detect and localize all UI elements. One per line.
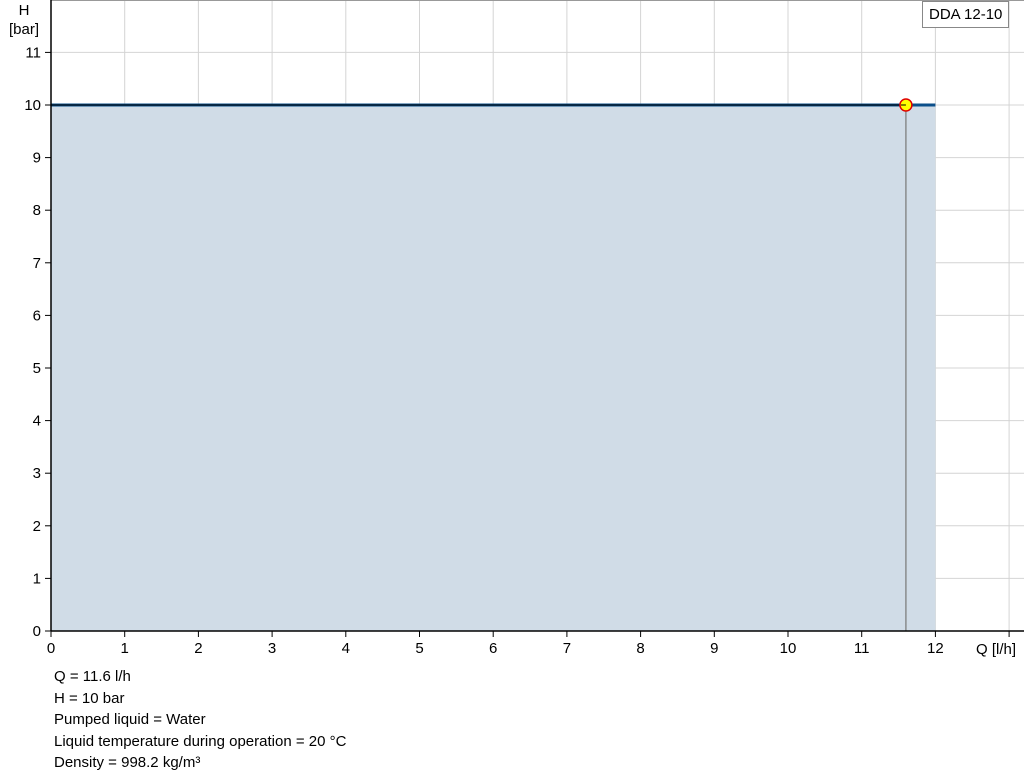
info-density: Density = 998.2 kg/m³ <box>54 754 201 771</box>
x-tick-label: 2 <box>194 640 202 657</box>
y-tick-label: 9 <box>33 150 41 167</box>
x-tick-label: 9 <box>710 640 718 657</box>
x-tick-label: 0 <box>47 640 55 657</box>
x-tick-label: 3 <box>268 640 276 657</box>
x-axis-label: Q [l/h] <box>976 641 1016 658</box>
y-tick-label: 3 <box>33 465 41 482</box>
x-tick-label: 6 <box>489 640 497 657</box>
y-tick-label: 1 <box>33 570 41 587</box>
y-tick-label: 8 <box>33 202 41 219</box>
y-tick-label: 4 <box>33 413 41 430</box>
x-tick-label: 8 <box>636 640 644 657</box>
info-temperature: Liquid temperature during operation = 20… <box>54 732 347 750</box>
y-tick-label: 0 <box>33 623 41 640</box>
y-tick-label: 5 <box>33 360 41 377</box>
y-tick-label: 6 <box>33 307 41 324</box>
y-tick-label: 2 <box>33 518 41 535</box>
x-tick-label: 4 <box>342 640 350 657</box>
info-flow: Q = 11.6 l/h <box>54 668 131 685</box>
y-axis-unit: [bar] <box>9 21 39 38</box>
x-tick-label: 1 <box>121 640 129 657</box>
y-tick-label: 11 <box>25 44 41 61</box>
curve-area-fill <box>51 105 936 631</box>
x-tick-label: 5 <box>415 640 423 657</box>
legend-series-name: DDA 12-10 <box>922 1 1010 28</box>
y-tick-label: 7 <box>33 255 41 272</box>
y-tick-label: 10 <box>24 97 41 114</box>
info-head: H = 10 bar <box>54 689 125 707</box>
operating-info: Q = 11.6 l/h H = 10 bar Pumped liquid = … <box>54 666 346 774</box>
x-tick-label: 10 <box>780 640 797 657</box>
x-tick-label: 12 <box>927 640 944 657</box>
y-axis-label: H <box>19 2 30 19</box>
x-tick-label: 7 <box>563 640 571 657</box>
x-tick-label: 11 <box>854 640 870 657</box>
info-liquid: Pumped liquid = Water <box>54 711 206 728</box>
